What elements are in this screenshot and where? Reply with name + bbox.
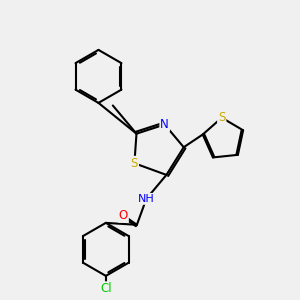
Text: Cl: Cl: [100, 282, 112, 295]
Text: N: N: [160, 118, 169, 131]
Text: O: O: [119, 209, 128, 222]
Text: NH: NH: [138, 194, 155, 204]
Text: S: S: [218, 111, 225, 124]
Text: S: S: [131, 157, 138, 170]
